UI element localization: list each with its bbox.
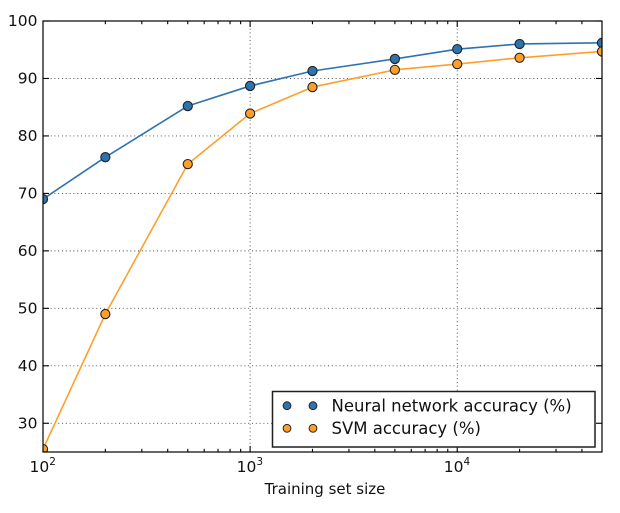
legend-box: [271, 390, 596, 448]
y-tick-label: 70: [18, 185, 38, 203]
legend-label-svm: SVM accuracy (%): [332, 419, 481, 438]
plot-area: 30 40 50 60 70 80 90 100 102 103 104: [8, 12, 603, 476]
svm-data-point: [307, 81, 318, 93]
x-axis-title: Training set size: [264, 480, 386, 498]
legend-entry-svm: SVM accuracy (%): [282, 419, 481, 438]
neural-network-data-point: [389, 53, 401, 65]
neural-network-data-point: [182, 100, 193, 112]
y-tick-labels: 30 40 50 60 70 80 90 100: [8, 12, 38, 432]
svm-data-point: [100, 308, 111, 320]
y-tick-label: 40: [18, 357, 38, 375]
neural-network-data-point: [307, 65, 318, 77]
svm-data-point: [389, 64, 401, 75]
neural-network-legend-marker-icon: [308, 401, 318, 411]
x-tick-labels: 102 103 104: [30, 456, 471, 476]
x-tick-label: 103: [237, 456, 263, 476]
neural-network-data-point: [244, 80, 256, 92]
x-tick-label: 102: [30, 456, 56, 476]
legend: Neural network accuracy (%) SVM accuracy…: [271, 390, 596, 448]
legend-label-neural-network: Neural network accuracy (%): [332, 397, 572, 416]
svm-data-point: [452, 58, 463, 70]
neural-network-legend-marker-icon: [282, 401, 292, 411]
neural-network-data-point: [100, 152, 111, 163]
neural-network-data-point: [596, 37, 602, 48]
y-tick-label: 100: [8, 12, 38, 30]
svm-data-point: [514, 52, 525, 63]
neural-network-line: [43, 42, 602, 200]
y-tick-label: 50: [18, 300, 38, 318]
svm-legend-marker-icon: [282, 423, 292, 433]
legend-entry-neural-network: Neural network accuracy (%): [282, 397, 572, 416]
svm-line: [43, 50, 602, 450]
neural-network-data-point: [514, 38, 525, 50]
series-layer: [43, 37, 602, 452]
svm-legend-marker-icon: [308, 423, 318, 433]
y-tick-label: 60: [18, 242, 38, 260]
y-tick-label: 90: [18, 70, 38, 88]
neural-network-data-point: [452, 44, 463, 55]
y-tick-label: 80: [18, 127, 38, 145]
ticks: [43, 20, 602, 452]
x-tick-label: 104: [444, 456, 471, 476]
svm-data-point: [244, 108, 256, 119]
y-tick-label: 30: [18, 414, 38, 432]
axes-frame: [42, 20, 603, 453]
svm-data-point: [182, 158, 193, 170]
svm-data-point: [596, 46, 602, 57]
